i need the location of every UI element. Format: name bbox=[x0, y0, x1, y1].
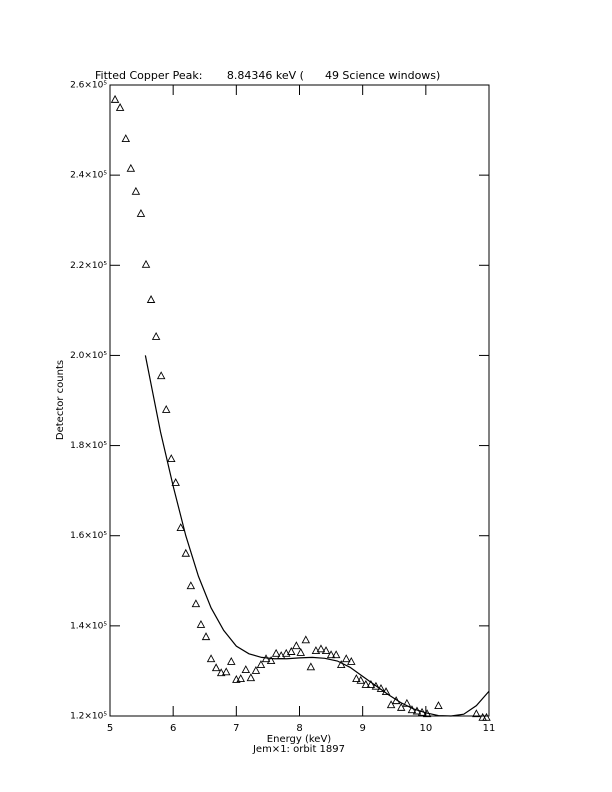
data-point bbox=[306, 662, 316, 671]
data-point bbox=[146, 295, 156, 303]
data-point bbox=[206, 654, 216, 663]
data-point bbox=[281, 648, 291, 657]
data-point bbox=[326, 650, 336, 659]
x-tick-label: 11 bbox=[483, 723, 496, 734]
data-point bbox=[371, 681, 381, 690]
data-point bbox=[472, 709, 481, 718]
y-tick-label: 2.6×10⁵ bbox=[70, 81, 107, 91]
x-tick-label: 9 bbox=[359, 723, 365, 734]
x-axis-label: Energy (keV) bbox=[267, 734, 332, 745]
data-point bbox=[221, 667, 231, 676]
y-axis-label: Detector counts bbox=[55, 360, 66, 440]
data-point bbox=[296, 647, 306, 656]
y-tick-label: 2.0×10⁵ bbox=[70, 351, 107, 361]
y-tick-label: 2.4×10⁵ bbox=[70, 171, 107, 181]
chart-title: Fitted Copper Peak: 8.84346 keV ( 49 Sci… bbox=[95, 69, 440, 82]
data-point bbox=[251, 665, 261, 674]
x-tick-label: 7 bbox=[233, 723, 239, 734]
data-point bbox=[110, 94, 120, 103]
data-point bbox=[341, 654, 351, 663]
data-point bbox=[246, 673, 256, 682]
data-point bbox=[167, 454, 176, 463]
data-point bbox=[316, 644, 326, 653]
data-point bbox=[361, 679, 371, 688]
y-tick-label: 2.2×10⁵ bbox=[70, 261, 107, 271]
data-point bbox=[434, 701, 443, 710]
data-point bbox=[121, 134, 131, 143]
data-point bbox=[331, 650, 341, 659]
data-point bbox=[161, 405, 171, 413]
data-point bbox=[287, 647, 296, 655]
data-point bbox=[171, 478, 180, 486]
data-point bbox=[402, 698, 412, 707]
data-point bbox=[292, 641, 301, 650]
data-point bbox=[181, 548, 191, 557]
fit-line bbox=[144, 355, 490, 717]
data-point bbox=[131, 186, 141, 195]
data-point bbox=[186, 581, 196, 590]
data-point bbox=[227, 656, 236, 665]
data-point bbox=[271, 648, 281, 657]
y-tick-label: 1.6×10⁵ bbox=[70, 531, 107, 541]
data-point bbox=[347, 656, 356, 665]
data-point bbox=[115, 103, 125, 111]
subtitle: Jem×1: orbit 1897 bbox=[252, 744, 345, 755]
data-point bbox=[301, 635, 311, 644]
data-point bbox=[396, 702, 406, 711]
data-point bbox=[211, 663, 221, 672]
data-point bbox=[216, 668, 226, 677]
data-point bbox=[156, 371, 166, 380]
data-point bbox=[266, 656, 276, 664]
y-tick-label: 1.2×10⁵ bbox=[70, 712, 107, 722]
x-tick-label: 8 bbox=[296, 723, 302, 734]
data-point bbox=[356, 675, 366, 684]
data-point bbox=[126, 163, 136, 172]
y-tick-label: 1.8×10⁵ bbox=[70, 441, 107, 451]
data-point bbox=[236, 674, 246, 682]
x-tick-label: 6 bbox=[170, 723, 176, 734]
data-point bbox=[352, 674, 361, 682]
data-point bbox=[482, 712, 491, 721]
x-tick-label: 5 bbox=[107, 723, 113, 734]
y-tick-label: 1.4×10⁵ bbox=[70, 621, 107, 631]
data-point bbox=[201, 632, 211, 641]
data-point bbox=[136, 208, 146, 217]
data-point bbox=[386, 700, 396, 709]
data-point bbox=[176, 523, 186, 532]
data-point bbox=[256, 660, 266, 669]
data-point bbox=[321, 646, 331, 655]
data-point bbox=[151, 331, 161, 340]
data-point bbox=[141, 259, 151, 268]
plot-frame bbox=[109, 84, 490, 717]
data-point bbox=[311, 646, 321, 655]
data-point bbox=[241, 665, 251, 673]
x-tick-label: 10 bbox=[419, 723, 432, 734]
data-point bbox=[196, 620, 206, 628]
data-point bbox=[191, 599, 201, 608]
